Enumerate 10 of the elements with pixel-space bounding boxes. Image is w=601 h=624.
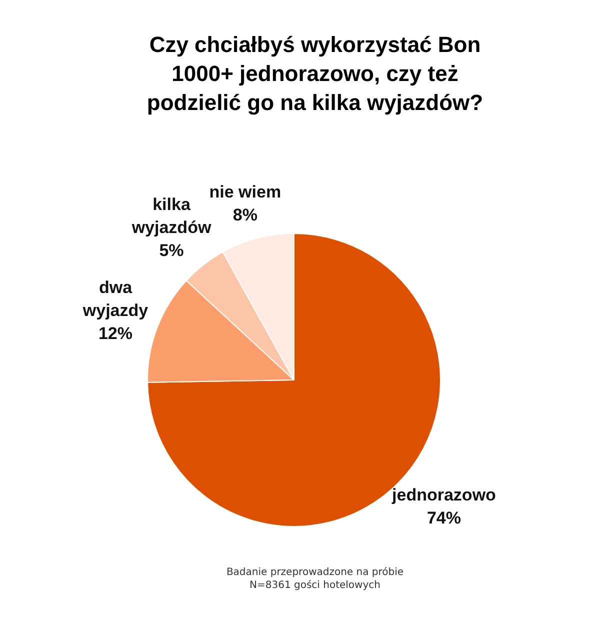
data-label: 8%	[232, 206, 258, 225]
slice-label: dwa wyjazdy	[82, 278, 149, 320]
chart-title: Czy chciałbyś wykorzystać Bon 1000+ jednorazowo, czy też podzielić go na kilka wyjazdów?	[146, 31, 484, 117]
slice-label: kilka wyjazdów	[130, 194, 212, 237]
data-label: 74%	[426, 508, 461, 528]
data-label: 12%	[98, 324, 133, 343]
slice-label: jednorazowo	[391, 486, 496, 505]
slice-label: nie wiem	[209, 182, 282, 202]
text: Badanie przeprowadzone na próbie N=8361 gości hotelowych	[225, 566, 405, 592]
data-label: 5%	[159, 240, 184, 260]
